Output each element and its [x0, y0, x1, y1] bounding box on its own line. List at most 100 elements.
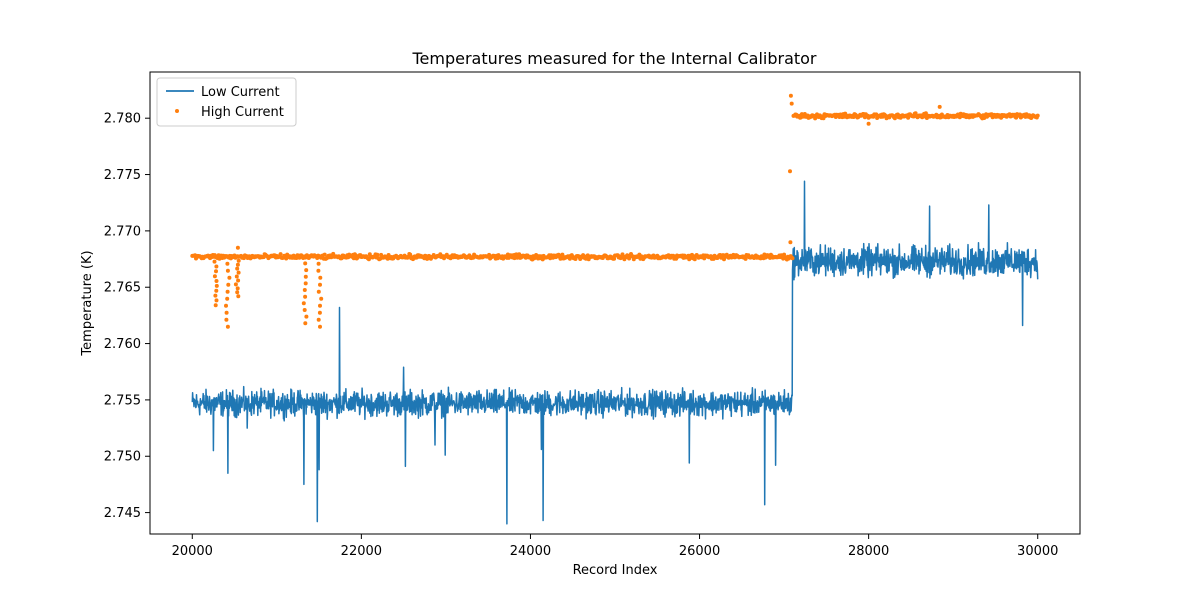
high-current-point — [408, 252, 413, 257]
high-current-point — [788, 240, 793, 245]
high-current-point — [226, 282, 231, 287]
x-tick-label: 28000 — [848, 544, 889, 559]
series-layer — [190, 93, 1040, 525]
y-tick-label: 2.750 — [104, 450, 141, 465]
high-current-point — [236, 258, 241, 263]
series-line-low-current — [191, 180, 1039, 525]
plot-area-frame — [149, 71, 1081, 535]
high-current-point — [225, 289, 230, 294]
chart-title: Temperatures measured for the Internal C… — [411, 49, 816, 68]
high-current-point — [782, 252, 787, 257]
high-current-point — [303, 281, 308, 286]
high-current-point — [302, 288, 307, 292]
high-current-point — [225, 261, 230, 266]
high-current-point — [319, 296, 324, 301]
high-current-point — [567, 256, 572, 261]
legend-label-low-current: Low Current — [201, 85, 280, 100]
high-current-point — [303, 321, 308, 326]
high-current-point — [236, 270, 241, 275]
high-current-point — [214, 264, 219, 269]
high-current-point — [225, 324, 230, 329]
high-current-point — [235, 245, 240, 250]
high-current-point — [316, 261, 321, 266]
high-current-point — [316, 289, 321, 294]
high-current-point — [225, 296, 230, 301]
high-current-point — [214, 283, 219, 288]
high-current-point — [301, 254, 306, 259]
y-tick-label: 2.755 — [104, 393, 141, 408]
high-current-point — [213, 303, 218, 308]
high-current-point — [788, 169, 792, 174]
high-current-point — [317, 310, 322, 315]
high-current-point — [316, 268, 321, 273]
high-current-point — [302, 308, 307, 312]
x-axis-label: Record Index — [573, 563, 658, 578]
x-axis-ticks: 20000 22000 24000 26000 28000 30000 — [172, 534, 1058, 559]
high-current-point — [906, 115, 911, 120]
high-current-point — [375, 252, 380, 257]
high-current-point — [236, 278, 241, 283]
high-current-point — [318, 324, 322, 329]
high-current-point — [319, 254, 324, 259]
high-current-point — [224, 317, 229, 322]
x-tick-label: 24000 — [510, 544, 551, 559]
x-tick-label: 20000 — [172, 544, 213, 559]
high-current-point — [303, 274, 308, 279]
y-tick-label: 2.760 — [104, 337, 141, 352]
high-current-point — [212, 274, 217, 279]
high-current-point — [213, 254, 217, 259]
x-tick-label: 30000 — [1017, 544, 1058, 559]
y-tick-label: 2.780 — [104, 112, 141, 127]
high-current-point — [789, 101, 794, 106]
y-axis-ticks: 2.745 2.750 2.755 2.760 2.765 2.770 2.775 2.780 — [104, 112, 150, 521]
legend-marker-high-current — [175, 109, 179, 113]
high-current-point — [318, 303, 322, 308]
y-tick-label: 2.775 — [104, 168, 141, 183]
y-tick-label: 2.745 — [104, 506, 141, 521]
high-current-point — [301, 301, 306, 306]
y-axis-label: Temperature (K) — [80, 250, 95, 356]
high-current-point — [318, 275, 323, 280]
y-tick-label: 2.765 — [104, 281, 141, 296]
high-current-point — [790, 256, 795, 261]
high-current-point — [304, 314, 309, 319]
high-current-point — [212, 259, 217, 264]
high-current-point — [225, 268, 230, 273]
high-current-point — [224, 254, 229, 259]
high-current-point — [620, 252, 625, 257]
high-current-point — [233, 282, 238, 287]
high-current-point — [214, 298, 219, 303]
legend-box — [156, 77, 297, 127]
high-current-point — [235, 266, 240, 271]
high-current-point — [937, 104, 942, 109]
high-current-point — [304, 268, 309, 273]
high-current-point — [224, 310, 229, 315]
high-current-point — [303, 294, 308, 299]
high-current-point — [236, 254, 241, 259]
high-current-point — [322, 252, 327, 257]
x-tick-label: 26000 — [679, 544, 720, 559]
high-current-point — [235, 286, 240, 291]
high-current-point — [227, 275, 232, 280]
high-current-point — [214, 288, 219, 293]
high-current-point — [788, 93, 793, 98]
high-current-point — [214, 269, 218, 274]
high-current-point — [303, 261, 308, 266]
high-current-point — [236, 294, 241, 299]
series-scatter-high-current — [190, 93, 1040, 329]
high-current-point — [278, 252, 283, 257]
high-current-point — [612, 256, 617, 261]
high-current-point — [224, 303, 228, 308]
high-current-point — [560, 252, 565, 257]
x-tick-label: 22000 — [341, 544, 382, 559]
y-tick-label: 2.770 — [104, 224, 141, 239]
high-current-point — [1035, 113, 1040, 118]
high-current-point — [214, 279, 219, 283]
high-current-point — [235, 290, 240, 295]
high-current-point — [318, 282, 322, 287]
high-current-point — [866, 121, 871, 126]
high-current-point — [316, 317, 321, 322]
high-current-point — [234, 274, 239, 279]
